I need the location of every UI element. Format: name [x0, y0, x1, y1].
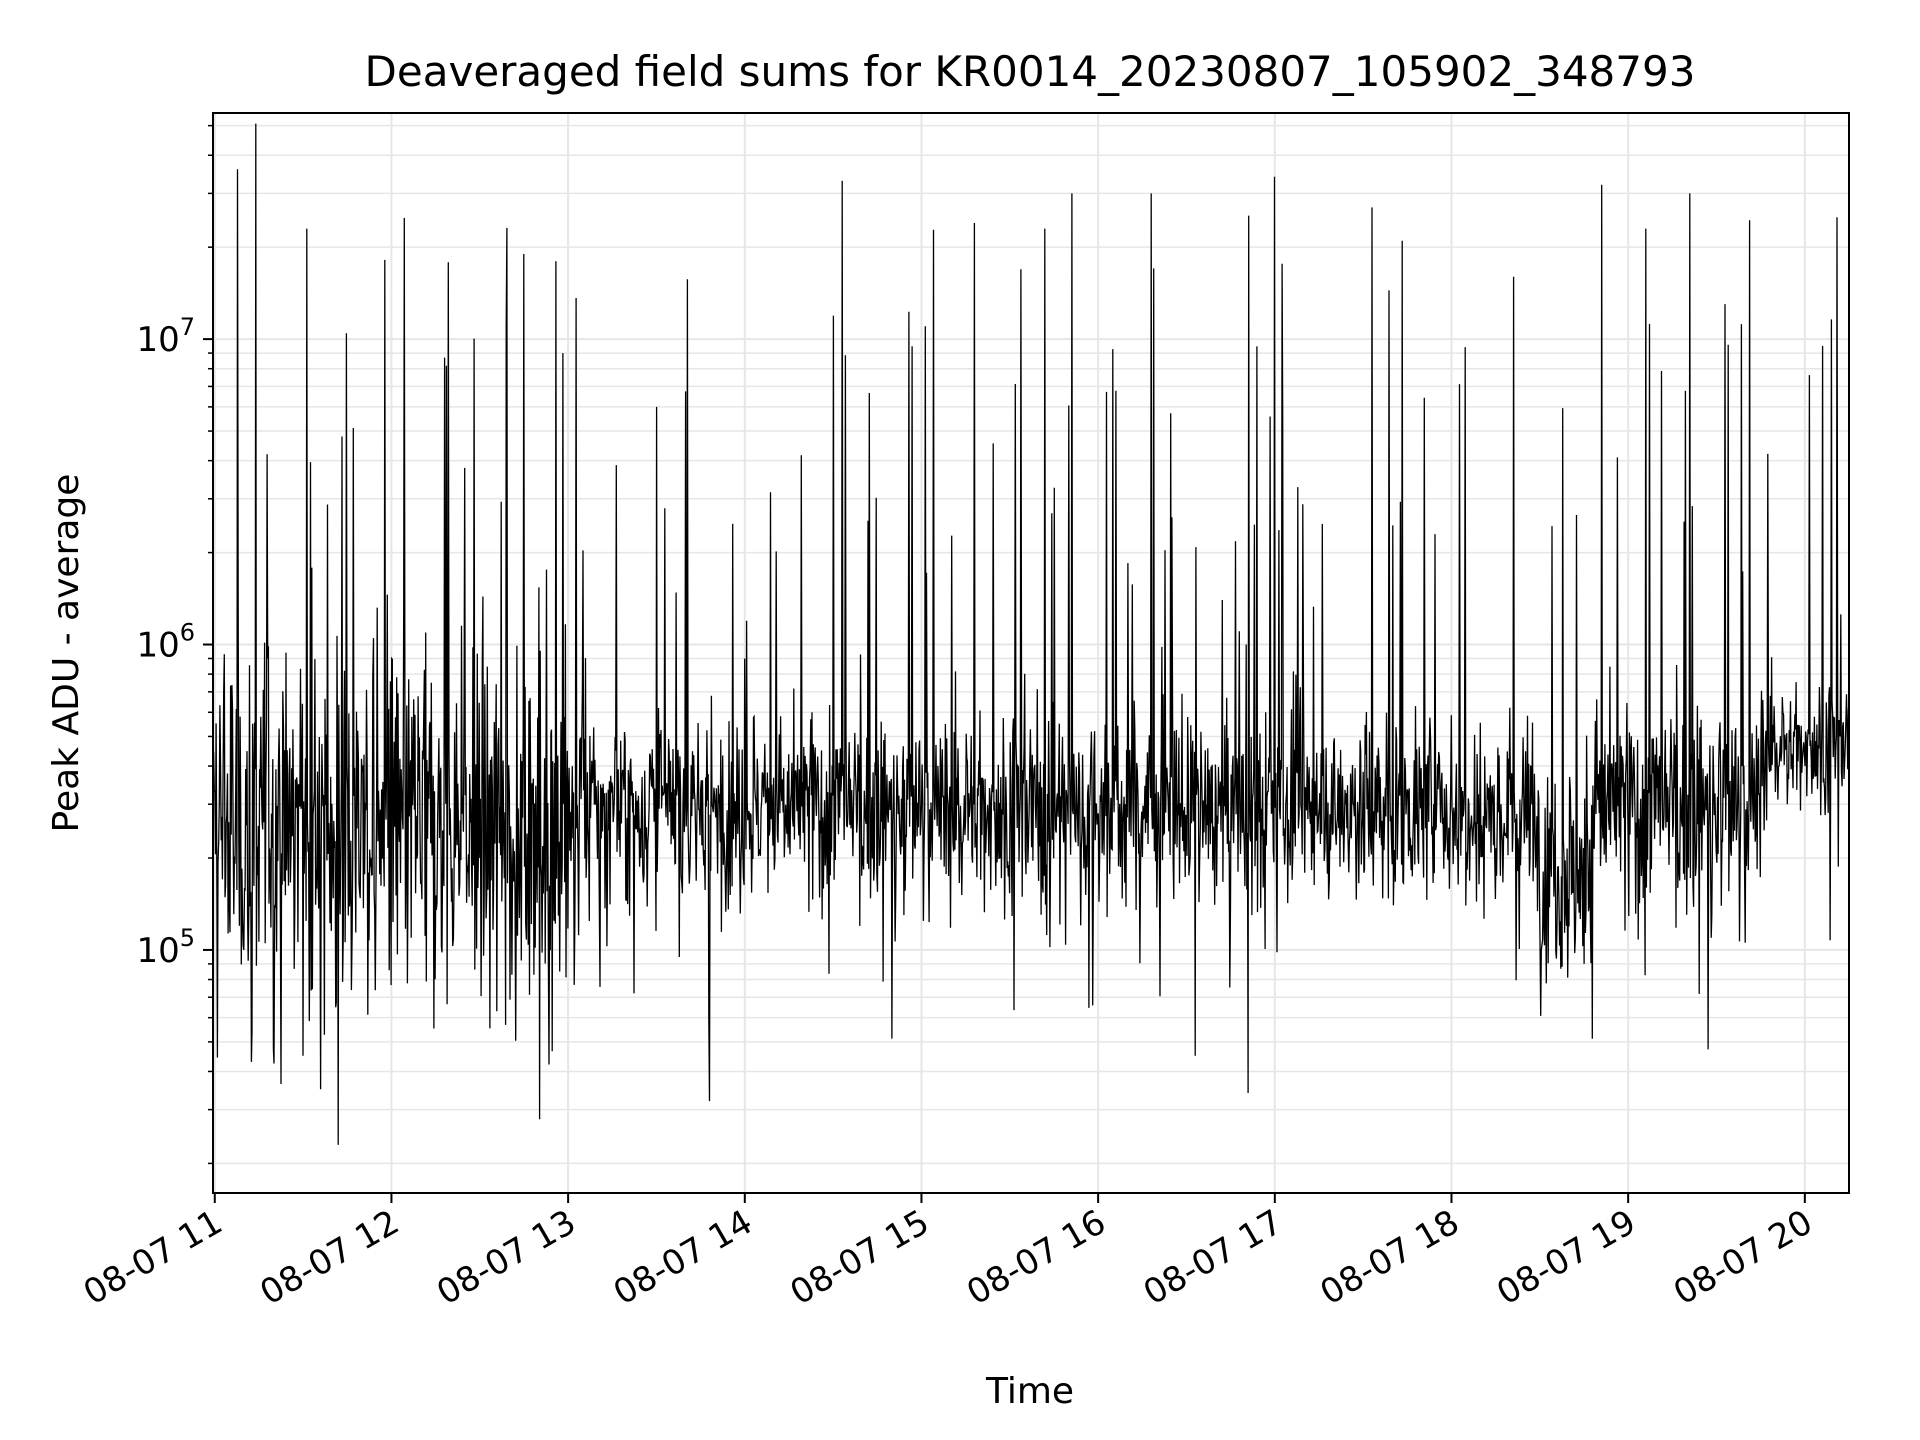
chart-title: Deaveraged field sums for KR0014_2023080…	[365, 47, 1696, 96]
y-axis-label: Peak ADU - average	[46, 474, 87, 833]
series-path	[213, 123, 1849, 1145]
y-tick-label: 105	[136, 924, 195, 971]
y-axis: 105 106 107	[136, 124, 213, 1165]
plot-frame	[212, 112, 1850, 1194]
y-tick-label: 106	[136, 619, 195, 666]
x-axis-label: Time	[985, 1371, 1074, 1412]
y-tick-label: 107	[136, 313, 195, 360]
series-line	[213, 123, 1849, 1145]
